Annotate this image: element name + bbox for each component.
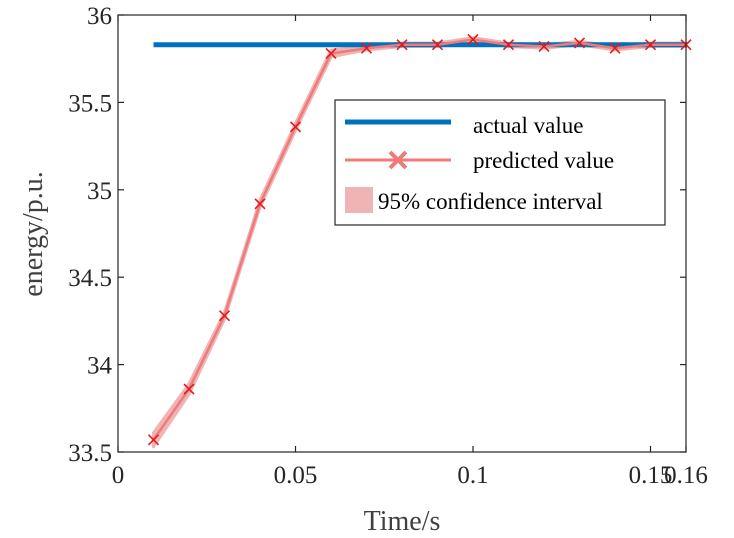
y-tick-label: 34 [87, 353, 113, 380]
legend-ci-label: 95% confidence interval [378, 189, 603, 214]
x-tick-label: 0.1 [457, 462, 488, 489]
x-axis-label: Time/s [364, 506, 441, 537]
y-tick-label: 34.5 [68, 265, 112, 292]
legend-actual-label: actual value [473, 113, 583, 138]
x-tick-label: 0 [112, 462, 125, 489]
legend: actual value predicted value 95% confide… [335, 100, 665, 225]
y-tick-label: 36 [87, 3, 112, 30]
x-tick-label: 0.05 [274, 462, 318, 489]
y-tick-label: 35.5 [68, 90, 112, 117]
y-tick-label: 35 [87, 178, 112, 205]
x-tick-label: 0.16 [664, 462, 708, 489]
legend-predicted-label: predicted value [473, 148, 614, 173]
y-axis-label: energy/p.u. [18, 171, 49, 296]
legend-ci-swatch [345, 187, 373, 213]
y-tick-label: 33.5 [68, 440, 112, 467]
energy-prediction-chart: 0 0.05 0.1 0.150.1633.53434.53535.536 Time/… [0, 0, 734, 538]
